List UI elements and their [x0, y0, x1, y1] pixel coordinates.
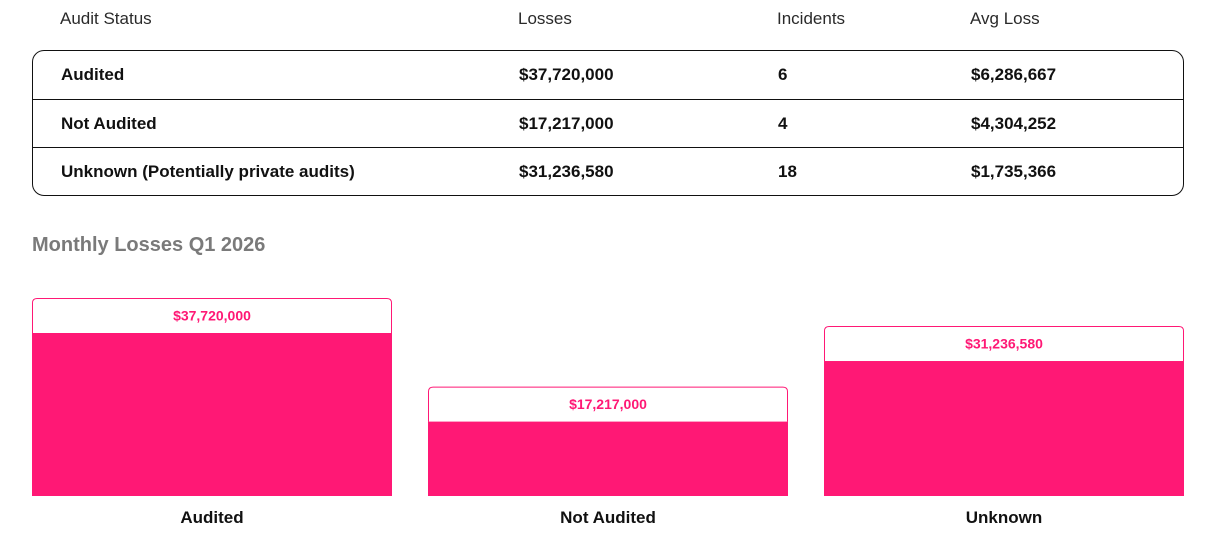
data-label-unknown: $31,236,580 [965, 336, 1043, 352]
category-label-not-audited: Not Audited [560, 508, 656, 527]
header-incidents: Incidents [777, 9, 846, 28]
cell-audit-status: Not Audited [61, 114, 157, 133]
table-row: Unknown (Potentially private audits) $31… [33, 147, 1183, 195]
cell-avg-loss: $6,286,667 [971, 65, 1057, 84]
data-label-audited: $37,720,000 [173, 308, 251, 324]
cell-incidents: 4 [778, 114, 788, 133]
cell-avg-loss: $1,735,366 [971, 162, 1057, 181]
cell-losses: $31,236,580 [519, 162, 614, 181]
data-label-not-audited: $17,217,000 [569, 396, 647, 412]
cell-losses: $37,720,000 [519, 65, 614, 84]
data-label-box-unknown [824, 326, 1184, 362]
bar-unknown [824, 361, 1184, 496]
category-label-audited: Audited [180, 508, 243, 527]
table-row: Not Audited $17,217,000 4 $4,304,252 [33, 99, 1183, 148]
cell-audit-status: Unknown (Potentially private audits) [61, 162, 355, 181]
table-header: Audit Status Losses Incidents Avg Loss [32, 0, 1184, 40]
header-losses: Losses [518, 9, 572, 28]
header-avg-loss: Avg Loss [970, 9, 1040, 28]
data-label-box-audited [32, 298, 392, 333]
bar-not-audited [428, 421, 788, 496]
category-label-unknown: Unknown [966, 508, 1043, 527]
chart-title: Monthly Losses Q1 2026 [32, 234, 266, 256]
cell-losses: $17,217,000 [519, 114, 614, 133]
cell-avg-loss: $4,304,252 [971, 114, 1057, 133]
header-audit-status: Audit Status [60, 9, 152, 28]
cell-incidents: 18 [778, 162, 797, 181]
cell-audit-status: Audited [61, 65, 125, 84]
data-label-box-not-audited [428, 386, 788, 422]
cell-incidents: 6 [778, 65, 788, 84]
losses-table: Audited $37,720,000 6 $6,286,667 Not Aud… [32, 50, 1184, 196]
table-row: Audited $37,720,000 6 $6,286,667 [33, 51, 1183, 99]
bar-audited [32, 333, 392, 496]
